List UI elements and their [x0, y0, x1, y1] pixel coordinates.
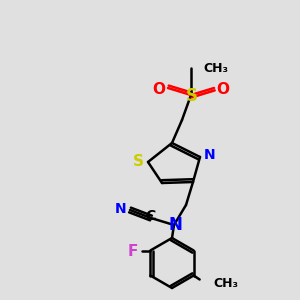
Text: CH₃: CH₃ — [203, 61, 228, 74]
Text: N: N — [115, 202, 127, 216]
Text: O: O — [152, 82, 166, 97]
Text: N: N — [204, 148, 216, 162]
Text: S: S — [133, 154, 143, 169]
Text: CH₃: CH₃ — [214, 277, 239, 290]
Text: S: S — [186, 87, 198, 105]
Text: N: N — [168, 216, 182, 234]
Text: F: F — [127, 244, 137, 259]
Text: O: O — [217, 82, 230, 97]
Text: C: C — [145, 209, 155, 223]
